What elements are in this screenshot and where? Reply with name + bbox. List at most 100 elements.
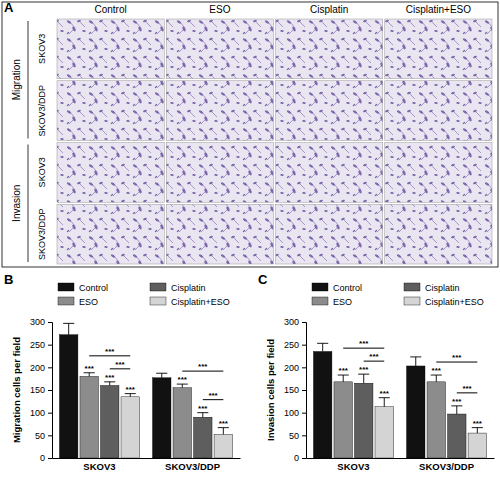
axis-title: Invasion cells per field: [265, 339, 276, 441]
tick: SKOV3: [83, 458, 115, 472]
tick: SKOV3: [337, 458, 369, 472]
error-cap: [410, 356, 421, 357]
tick-label: SKOV3/DDP: [165, 461, 221, 472]
bar: [313, 351, 331, 458]
significance-label: ***: [473, 419, 483, 428]
bar: [121, 397, 139, 458]
x-axis: SKOV3 SKOV3/DDP: [307, 458, 495, 472]
tick-label: 100: [284, 408, 299, 418]
error-stem: [89, 373, 90, 377]
legend-label: Cisplatin: [425, 283, 460, 293]
row-label: SKOV3/DDP: [37, 208, 47, 260]
significance-label: ***: [198, 404, 208, 413]
tick-mark: [48, 435, 52, 436]
panel-label: B: [4, 272, 13, 287]
micrograph: [166, 143, 273, 203]
tick-mark: [302, 345, 306, 346]
comparison-label: ***: [359, 339, 369, 348]
error-bar: [410, 357, 421, 366]
tick: 250: [284, 340, 306, 350]
tick: 200: [30, 363, 52, 373]
significance-label: ***: [105, 373, 115, 382]
axis-title: Migration cells per field: [11, 337, 22, 443]
tick: 150: [284, 385, 306, 395]
error-stem: [477, 428, 478, 433]
tick: 100: [30, 408, 52, 418]
column-header: ESO: [209, 4, 230, 15]
error-bar: [338, 375, 349, 382]
bar: [194, 417, 212, 458]
bar-chart: CControlESOCisplatinCisplatin+ESO*******…: [258, 272, 495, 472]
bar: [173, 388, 191, 458]
micrograph: [276, 81, 383, 141]
legend-label: Cisplatin: [171, 283, 206, 293]
column-header: Control: [95, 4, 127, 15]
legend-swatch: [312, 283, 328, 291]
error-cap: [317, 343, 328, 344]
error-stem: [161, 373, 162, 378]
bar: [448, 414, 466, 458]
group-label: Invasion: [11, 185, 22, 222]
bar: [468, 433, 486, 458]
plot-area: [313, 343, 486, 458]
significance-label: ***: [432, 366, 442, 375]
y-axis: 050100150200250300: [30, 317, 53, 463]
comparison-label: ***: [198, 362, 208, 371]
micrograph: [276, 204, 383, 264]
legend: ControlESOCisplatinCisplatin+ESO: [58, 283, 230, 307]
comparison-label: ***: [208, 391, 218, 400]
significance-label: ***: [339, 366, 349, 375]
bar: [214, 434, 232, 458]
error-cap: [156, 373, 167, 374]
comparison-label: ***: [452, 353, 462, 362]
micrograph: [276, 19, 383, 79]
tick-label: SKOV3: [83, 461, 115, 472]
panel-frame: [2, 2, 498, 267]
error-bar: [379, 398, 390, 407]
tick-mark: [302, 458, 306, 459]
micrograph: [385, 19, 492, 79]
tick-label: 200: [284, 363, 299, 373]
bar-chart: BControlESOCisplatinCisplatin+ESO*******…: [4, 272, 241, 472]
error-bar: [197, 413, 208, 418]
micrograph: [385, 81, 492, 141]
micrograph: [57, 81, 164, 141]
legend-label: Control: [333, 283, 362, 293]
significance-label: ***: [380, 389, 390, 398]
group-bracket: [28, 21, 29, 139]
micrograph: [385, 204, 492, 264]
column-header: Cisplatin+ESO: [406, 4, 472, 15]
tick-mark: [302, 322, 306, 323]
legend-label: Cisplatin+ESO: [425, 297, 484, 307]
tick: 100: [284, 408, 306, 418]
error-stem: [68, 323, 69, 334]
bar: [427, 382, 445, 458]
tick-mark: [302, 390, 306, 391]
error-stem: [130, 394, 131, 397]
bar: [334, 382, 352, 458]
error-bar: [177, 384, 188, 388]
row-label: SKOV3: [37, 34, 47, 64]
error-bar: [63, 323, 74, 334]
tick-mark: [302, 435, 306, 436]
tick-mark: [302, 413, 306, 414]
error-bar: [218, 428, 229, 435]
plot-area: [59, 323, 232, 458]
error-stem: [202, 413, 203, 418]
group-bracket: [28, 145, 29, 263]
legend-swatch: [150, 297, 166, 305]
tick-label: 50: [289, 431, 299, 441]
panel-label: C: [258, 272, 268, 287]
micrograph: [166, 204, 273, 264]
tick-label: 50: [35, 431, 45, 441]
legend-swatch: [312, 297, 328, 305]
tick-label: 200: [30, 363, 45, 373]
error-cap: [63, 323, 74, 324]
error-bar: [358, 374, 369, 383]
legend-label: Control: [79, 283, 108, 293]
axis-line: [48, 323, 53, 459]
tick-label: SKOV3: [337, 461, 369, 472]
micrograph: [276, 143, 383, 203]
annotations: ******************************: [85, 347, 229, 428]
tick: SKOV3/DDP: [419, 458, 475, 472]
